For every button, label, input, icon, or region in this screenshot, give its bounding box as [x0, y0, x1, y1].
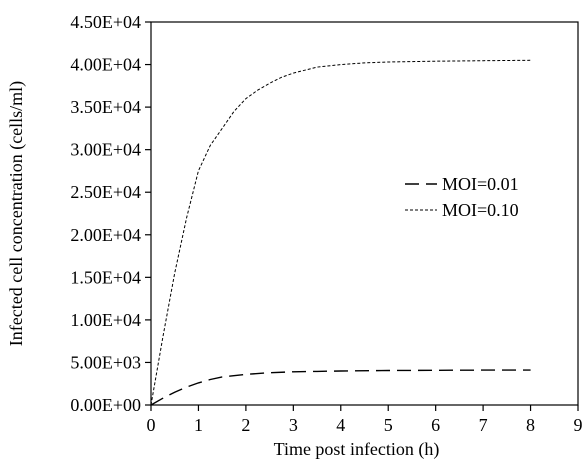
- y-tick-label: 3.50E+04: [70, 97, 141, 117]
- y-axis-ticks: 0.00E+00 5.00E+03 1.00E+04 1.50E+04 2.00E+04…: [70, 12, 151, 415]
- series-line-1: [150, 59, 531, 406]
- legend-label-moi-0-01: MOI=0.01: [442, 174, 519, 194]
- x-tick-label: 5: [384, 415, 393, 435]
- y-tick-label: 2.50E+04: [70, 182, 141, 202]
- legend-label-moi-0-10: MOI=0.10: [442, 200, 519, 220]
- plot-frame: [150, 21, 579, 406]
- y-tick-label: 3.00E+04: [70, 140, 141, 160]
- x-tick-label: 4: [336, 415, 345, 435]
- y-tick-label: 4.00E+04: [70, 55, 141, 75]
- series-line-0: [150, 369, 531, 406]
- y-tick-label: 0.00E+00: [70, 395, 141, 415]
- x-tick-label: 8: [526, 415, 535, 435]
- x-tick-label: 3: [289, 415, 298, 435]
- x-axis-ticks: 0 1 2 3 4 5 6 7 8 9: [147, 405, 583, 435]
- x-tick-label: 7: [479, 415, 488, 435]
- series-layer: [150, 59, 531, 406]
- y-tick-label: 1.50E+04: [70, 267, 141, 287]
- plot-area: [150, 21, 579, 406]
- y-tick-label: 4.50E+04: [70, 12, 141, 32]
- x-tick-label: 9: [574, 415, 583, 435]
- legend: MOI=0.01 MOI=0.10: [405, 174, 519, 220]
- x-tick-label: 0: [147, 415, 156, 435]
- y-tick-label: 2.00E+04: [70, 225, 141, 245]
- x-tick-label: 6: [431, 415, 440, 435]
- x-tick-label: 2: [241, 415, 250, 435]
- y-tick-label: 1.00E+04: [70, 310, 141, 330]
- y-axis-title: Infected cell concentration (cells/ml): [6, 81, 27, 346]
- x-tick-label: 1: [194, 415, 203, 435]
- x-axis-title: Time post infection (h): [274, 439, 440, 460]
- y-tick-label: 5.00E+03: [70, 352, 141, 372]
